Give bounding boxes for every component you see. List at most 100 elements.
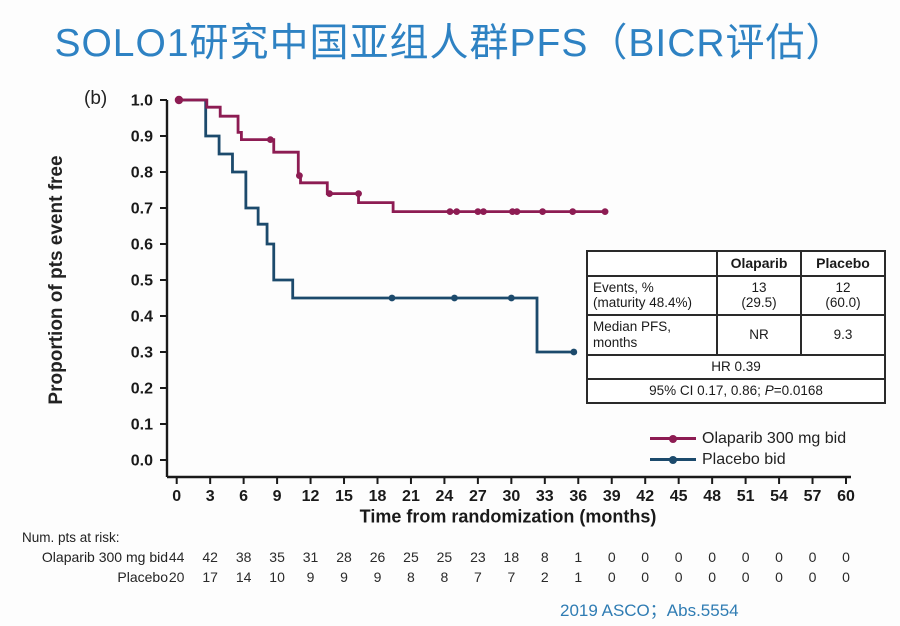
x-tick-label: 45 bbox=[670, 488, 688, 505]
legend: Olaparib 300 mg bid Placebo bid bbox=[650, 428, 846, 470]
stats-events-label-line2: (maturity 48.4%) bbox=[593, 295, 693, 311]
censor-mark-olaparib bbox=[569, 208, 577, 216]
risk-value: 0 bbox=[842, 549, 850, 565]
risk-value: 38 bbox=[235, 549, 252, 565]
risk-value: 1 bbox=[574, 549, 583, 565]
stats-median-label-line2: months bbox=[593, 335, 638, 351]
stats-events-label: Events, % (maturity 48.4%) bbox=[586, 274, 718, 317]
stats-events-label-line1: Events, % bbox=[593, 279, 654, 295]
risk-value: 0 bbox=[741, 569, 750, 585]
km-curve-placebo bbox=[176, 98, 574, 354]
stats-events-olaparib-n: 13 bbox=[751, 279, 767, 295]
risk-row-olaparib: Olaparib 300 mg bid 44 42 38 35 31 28 26 25 25 23… bbox=[0, 549, 900, 567]
risk-value: 26 bbox=[369, 549, 386, 565]
x-tick-label: 21 bbox=[402, 488, 420, 505]
stats-median-label: Median PFS, months bbox=[586, 314, 718, 357]
censor-mark-placebo bbox=[507, 294, 515, 302]
risk-value: 0 bbox=[674, 569, 683, 585]
risk-value: 20 bbox=[168, 569, 185, 585]
y-tick-label: 0.2 bbox=[131, 381, 153, 398]
x-tick-label: 54 bbox=[770, 488, 788, 505]
risk-value: 2 bbox=[540, 569, 549, 585]
legend-item-olaparib: Olaparib 300 mg bid bbox=[650, 428, 846, 449]
censor-mark-olaparib bbox=[326, 190, 333, 197]
risk-value: 25 bbox=[403, 549, 419, 565]
risk-value: 0 bbox=[607, 549, 616, 565]
stats-header-olaparib: Olaparib bbox=[716, 250, 802, 277]
censor-mark-olaparib bbox=[480, 208, 487, 216]
x-tick-label: 33 bbox=[536, 488, 554, 505]
risk-value: 0 bbox=[607, 569, 616, 585]
censor-mark-olaparib bbox=[474, 208, 482, 216]
slide-title: SOLO1研究中国亚组人群PFS（BICR评估） bbox=[54, 22, 846, 65]
risk-value: 0 bbox=[842, 569, 850, 585]
stats-header-placebo: Placebo bbox=[800, 250, 886, 277]
y-tick-label: 0.0 bbox=[131, 453, 153, 470]
risk-value: 28 bbox=[336, 549, 352, 565]
legend-item-placebo: Placebo bid bbox=[650, 449, 846, 470]
censor-mark-olaparib bbox=[513, 208, 521, 216]
stats-table: Olaparib Placebo Events, % (maturity 48.… bbox=[586, 250, 886, 405]
x-tick-label: 0 bbox=[172, 488, 181, 505]
risk-value: 0 bbox=[741, 549, 750, 565]
x-tick-label: 30 bbox=[502, 488, 520, 505]
risk-value: 7 bbox=[473, 569, 482, 585]
x-tick-label: 27 bbox=[469, 488, 487, 505]
x-tick-label: 15 bbox=[335, 488, 353, 505]
legend-label-olaparib: Olaparib 300 mg bid bbox=[702, 429, 847, 447]
risk-value: 35 bbox=[269, 549, 285, 565]
x-axis-title: Time from randomization (months) bbox=[359, 506, 657, 527]
risk-value: 25 bbox=[436, 549, 453, 565]
x-tick-label: 9 bbox=[273, 488, 282, 505]
risk-value: 8 bbox=[540, 549, 549, 565]
x-tick-label: 36 bbox=[569, 488, 587, 505]
stats-hr-row: HR 0.39 bbox=[586, 354, 886, 381]
risk-value: 0 bbox=[775, 569, 783, 585]
censor-mark-olaparib bbox=[267, 136, 274, 143]
risk-value: 10 bbox=[269, 569, 285, 585]
censor-mark-olaparib bbox=[296, 172, 303, 179]
risk-value: 23 bbox=[470, 549, 486, 565]
stats-events-placebo-pct: (60.0) bbox=[825, 295, 861, 311]
stats-median-label-line1: Median PFS, bbox=[593, 319, 672, 335]
risk-value: 8 bbox=[407, 569, 415, 585]
y-tick-label: 0.7 bbox=[131, 201, 153, 218]
risk-value: 0 bbox=[641, 549, 650, 565]
y-tick-label: 0.3 bbox=[131, 345, 153, 362]
x-tick-label: 18 bbox=[369, 488, 387, 505]
risk-value: 14 bbox=[235, 569, 252, 585]
stats-events-olaparib-pct: (29.5) bbox=[741, 295, 777, 311]
risk-value: 7 bbox=[507, 569, 516, 585]
risk-value: 9 bbox=[373, 569, 382, 585]
source-citation: 2019 ASCO；Abs.5554 bbox=[560, 601, 739, 620]
y-tick-label: 0.5 bbox=[131, 273, 153, 290]
km-chart: 0 3 6 9 12 15 18 21 24 27 30 33 36 39 42 45 48 51 54 57 600.… bbox=[131, 93, 855, 506]
km-curve-olaparib bbox=[176, 98, 606, 213]
risk-value: 0 bbox=[775, 549, 783, 565]
x-tick-label: 24 bbox=[436, 488, 454, 505]
stats-ci-suffix: =0.0168 bbox=[773, 383, 823, 399]
censor-mark-olaparib bbox=[601, 208, 609, 216]
y-axis-title: Proportion of pts event free bbox=[46, 155, 67, 405]
risk-value: 9 bbox=[306, 569, 315, 585]
risk-row-placebo-label: Placebo bbox=[117, 569, 168, 585]
legend-label-placebo: Placebo bid bbox=[702, 450, 786, 468]
stats-median-olaparib: NR bbox=[716, 314, 802, 357]
placebo-line-swatch bbox=[650, 455, 696, 464]
risk-value: 9 bbox=[340, 569, 348, 585]
x-tick-label: 12 bbox=[302, 488, 320, 505]
olaparib-line-swatch bbox=[650, 434, 696, 443]
y-tick-label: 0.6 bbox=[131, 237, 153, 254]
stats-ci-p: P bbox=[764, 383, 774, 399]
risk-value: 0 bbox=[641, 569, 650, 585]
risk-value: 0 bbox=[674, 549, 683, 565]
x-tick-label: 60 bbox=[837, 488, 855, 505]
risk-value: 1 bbox=[574, 569, 583, 585]
risk-value: 31 bbox=[302, 549, 319, 565]
risk-value: 0 bbox=[708, 549, 717, 565]
stats-events-placebo: 12 (60.0) bbox=[800, 274, 886, 317]
y-tick-label: 1.0 bbox=[131, 93, 153, 110]
risk-value: 17 bbox=[202, 569, 218, 585]
x-tick-label: 57 bbox=[804, 488, 822, 505]
